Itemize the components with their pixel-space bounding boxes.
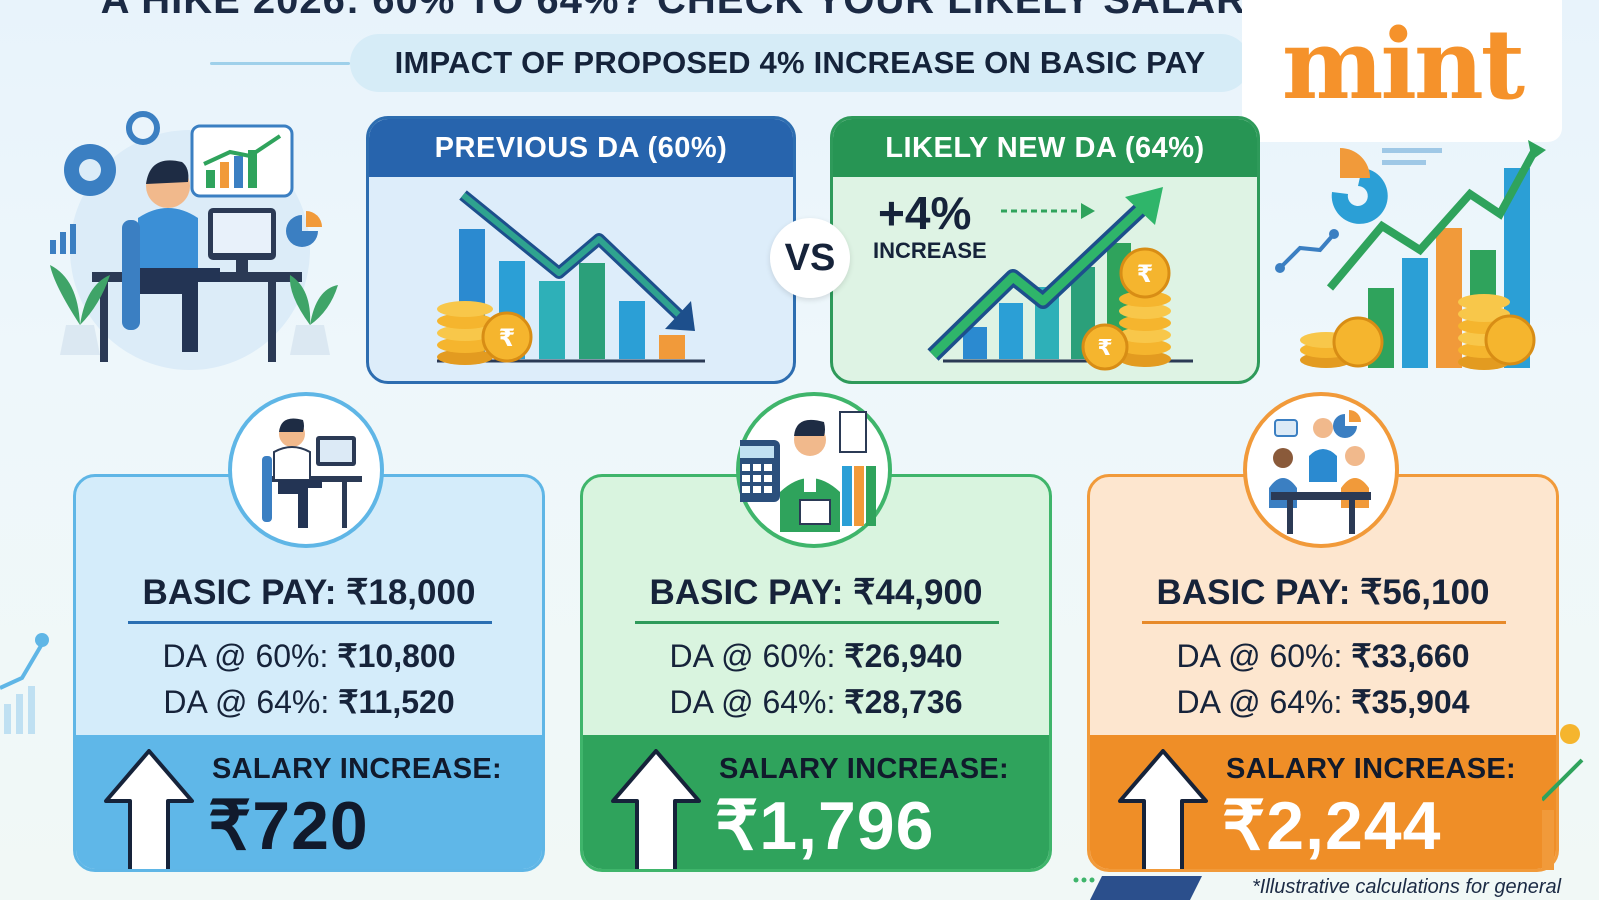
previous-da-panel: PREVIOUS DA (60%) ₹ [366,116,796,384]
svg-text:₹: ₹ [1137,260,1154,288]
salary-increase-label: SALARY INCREASE: [1226,753,1516,785]
svg-text:₹: ₹ [499,324,516,352]
up-arrow-icon [104,749,194,869]
growth-chart-illustration [1275,140,1546,370]
da-64-label: DA @ 64%: [1176,684,1352,720]
da-60-label: DA @ 60%: [669,638,845,674]
basic-pay-label: BASIC PAY: ₹56,100 [1156,573,1490,612]
da-64-line: DA @ 64%: ₹11,520 [76,683,542,721]
svg-text:₹: ₹ [1097,336,1112,361]
da-64-label: DA @ 64%: [669,684,845,720]
vs-badge: VS [770,218,850,298]
da-64-label: DA @ 64%: [163,684,339,720]
desk-worker-icon [262,418,362,528]
previous-da-title: PREVIOUS DA (60%) [369,119,793,177]
office-worker-illustration [50,111,338,370]
left-edge-chart-decoration [0,633,49,734]
mint-logo: mint [1242,0,1562,142]
coin-stack-icon [1300,294,1536,370]
gear-icon [64,144,116,196]
salary-increase-label: SALARY INCREASE: [212,753,502,785]
declining-chart-illustration: ₹ [437,190,705,365]
increase-percent: +4% [878,187,972,239]
basic-pay-label: BASIC PAY: ₹18,000 [142,573,476,612]
da-60-label: DA @ 60%: [1176,638,1352,674]
basic-pay-label: BASIC PAY: ₹44,900 [649,573,983,612]
salary-increase-label: SALARY INCREASE: [719,753,1009,785]
salary-increase-value: ₹720 [208,788,369,864]
da-60-value: ₹26,940 [844,638,963,674]
da-64-value: ₹28,736 [844,684,963,720]
da-60-line: DA @ 60%: ₹10,800 [76,637,542,675]
coin-stack-icon: ₹ [437,301,533,365]
headline: A HIKE 2026: 60% TO 64%? CHECK YOUR LIKE… [0,0,1599,18]
logo-text: mint [1281,7,1525,121]
accountant-avatar [734,392,892,548]
salary-increase-band: SALARY INCREASE: ₹1,796 [583,735,1049,869]
gear-icon [126,111,160,145]
da-60-value: ₹33,660 [1351,638,1470,674]
da-64-line: DA @ 64%: ₹35,904 [1090,683,1556,721]
footer-stripe-decoration [1073,876,1202,900]
salary-card-56100: BASIC PAY: ₹56,100 DA @ 60%: ₹33,660 DA … [1087,474,1559,872]
increase-label: INCREASE [873,238,987,263]
da-64-value: ₹35,904 [1351,684,1470,720]
da-64-value: ₹11,520 [338,684,455,720]
da-64-line: DA @ 64%: ₹28,736 [583,683,1049,721]
new-da-panel: LIKELY NEW DA (64%) ₹ ₹ [830,116,1260,384]
salary-increase-band: SALARY INCREASE: ₹2,244 [1090,735,1556,869]
new-da-title: LIKELY NEW DA (64%) [833,119,1257,177]
rising-chart-illustration: ₹ ₹ [927,187,1193,371]
da-60-line: DA @ 60%: ₹26,940 [583,637,1049,675]
coin-stack-icon: ₹ ₹ [1081,247,1171,371]
up-arrow-icon [1118,749,1208,869]
team-meeting-avatar [1243,392,1399,548]
divider [1142,621,1506,624]
salary-increase-value: ₹2,244 [1222,788,1442,864]
salary-increase-value: ₹1,796 [715,788,935,864]
team-meeting-icon [1269,410,1371,534]
da-60-label: DA @ 60%: [162,638,338,674]
decorative-line [210,62,350,65]
divider [635,621,999,624]
subtitle-banner: IMPACT OF PROPOSED 4% INCREASE ON BASIC … [350,34,1250,92]
salary-card-18000: BASIC PAY: ₹18,000 DA @ 60%: ₹10,800 DA … [73,474,545,872]
da-60-line: DA @ 60%: ₹33,660 [1090,637,1556,675]
up-arrow-icon [611,749,701,869]
right-edge-decoration [1542,724,1584,870]
subtitle-text: IMPACT OF PROPOSED 4% INCREASE ON BASIC … [394,45,1206,80]
salary-increase-band: SALARY INCREASE: ₹720 [76,735,542,869]
worker-avatar [228,392,384,548]
accountant-icon [734,411,876,532]
divider [128,621,492,624]
da-60-value: ₹10,800 [337,638,456,674]
footnote: *Illustrative calculations for general [1252,876,1562,898]
